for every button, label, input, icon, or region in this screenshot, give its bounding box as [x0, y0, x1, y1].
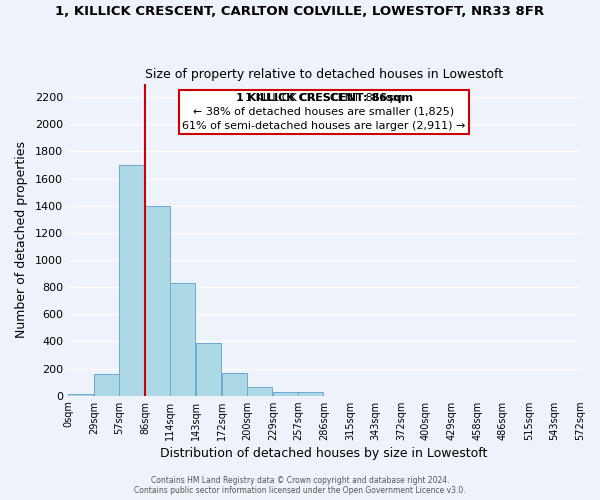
Bar	[247, 387, 272, 396]
Bar	[273, 392, 298, 396]
Bar	[196, 344, 221, 396]
Bar	[170, 283, 195, 396]
Bar	[298, 392, 323, 396]
Bar	[68, 394, 93, 396]
X-axis label: Distribution of detached houses by size in Lowestoft: Distribution of detached houses by size …	[160, 447, 488, 460]
Bar	[145, 206, 170, 396]
Bar	[94, 374, 119, 396]
Text: 1 KILLICK CRESCENT: 86sqm
← 38% of detached houses are smaller (1,825)
61% of se: 1 KILLICK CRESCENT: 86sqm ← 38% of detac…	[182, 93, 466, 131]
Text: 1 KILLICK CRESCENT: 86sqm: 1 KILLICK CRESCENT: 86sqm	[236, 93, 413, 103]
Bar	[119, 165, 144, 396]
Title: Size of property relative to detached houses in Lowestoft: Size of property relative to detached ho…	[145, 68, 503, 81]
Y-axis label: Number of detached properties: Number of detached properties	[15, 141, 28, 338]
Text: 1, KILLICK CRESCENT, CARLTON COLVILLE, LOWESTOFT, NR33 8FR: 1, KILLICK CRESCENT, CARLTON COLVILLE, L…	[55, 5, 545, 18]
Text: Contains HM Land Registry data © Crown copyright and database right 2024.
Contai: Contains HM Land Registry data © Crown c…	[134, 476, 466, 495]
Bar	[222, 374, 247, 396]
